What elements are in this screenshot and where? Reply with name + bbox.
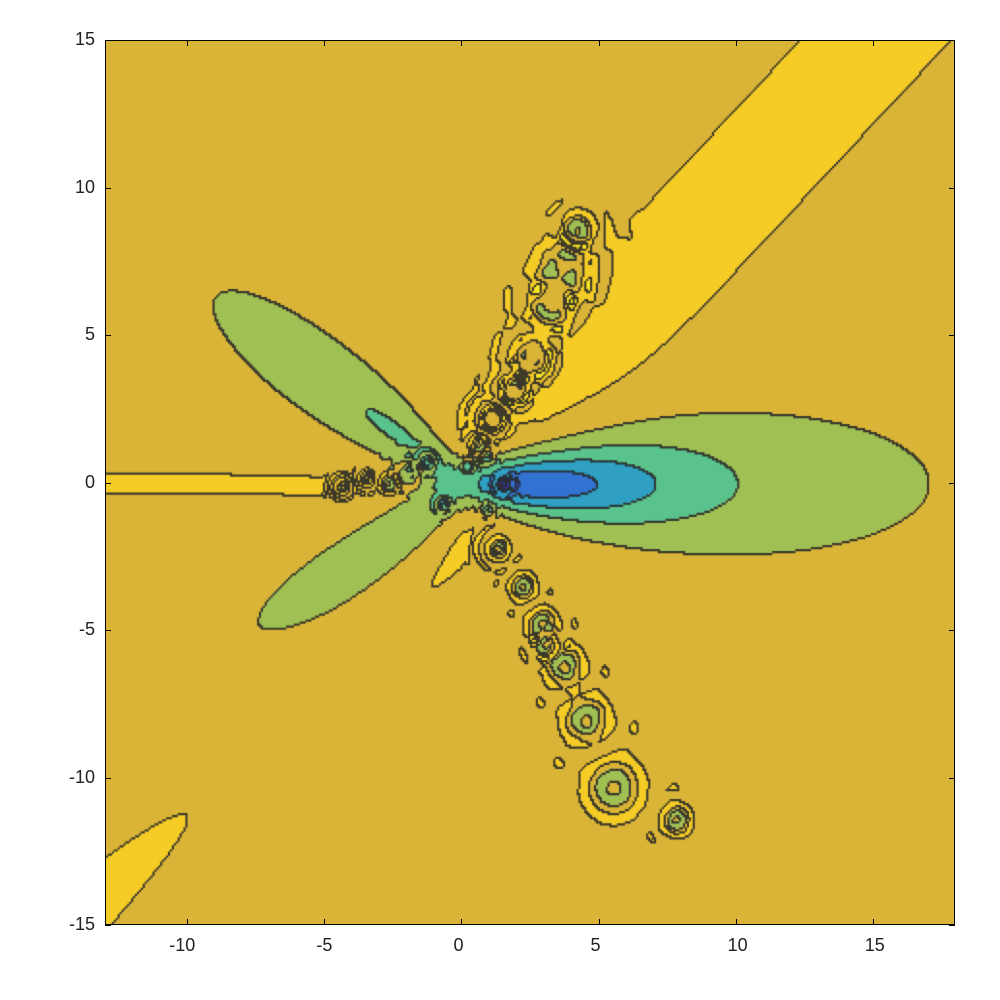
ytick-right (949, 335, 955, 336)
xtick-top (461, 40, 462, 46)
ytick (105, 778, 111, 779)
xticklabel: 0 (453, 935, 463, 956)
xtick-top (736, 40, 737, 46)
xticklabel: 10 (728, 935, 748, 956)
xtick-top (187, 40, 188, 46)
xticklabel: 15 (865, 935, 885, 956)
ytick (105, 630, 111, 631)
xtick (599, 919, 600, 925)
axes-frame (105, 40, 955, 925)
ytick (105, 483, 111, 484)
yticklabel: 0 (85, 472, 95, 493)
xtick-top (599, 40, 600, 46)
ytick-right (949, 483, 955, 484)
xticklabel: -10 (169, 935, 195, 956)
xtick-top (324, 40, 325, 46)
ytick-right (949, 778, 955, 779)
contour-canvas (106, 41, 955, 925)
ytick (105, 335, 111, 336)
ytick (105, 188, 111, 189)
yticklabel: -5 (79, 619, 95, 640)
xticklabel: 5 (591, 935, 601, 956)
xtick (873, 919, 874, 925)
xtick (187, 919, 188, 925)
xtick (736, 919, 737, 925)
yticklabel: 5 (85, 324, 95, 345)
ytick-right (949, 188, 955, 189)
ytick (105, 925, 111, 926)
ytick-right (949, 40, 955, 41)
xtick (324, 919, 325, 925)
figure: -10 -5 0 5 10 15 -15 -10 -5 0 5 10 15 (0, 0, 1000, 1000)
ytick-right (949, 630, 955, 631)
xtick-top (873, 40, 874, 46)
yticklabel: -10 (69, 767, 95, 788)
yticklabel: 10 (75, 177, 95, 198)
ytick-right (949, 925, 955, 926)
yticklabel: 15 (75, 29, 95, 50)
xtick (461, 919, 462, 925)
ytick (105, 40, 111, 41)
yticklabel: -15 (69, 914, 95, 935)
xticklabel: -5 (316, 935, 332, 956)
